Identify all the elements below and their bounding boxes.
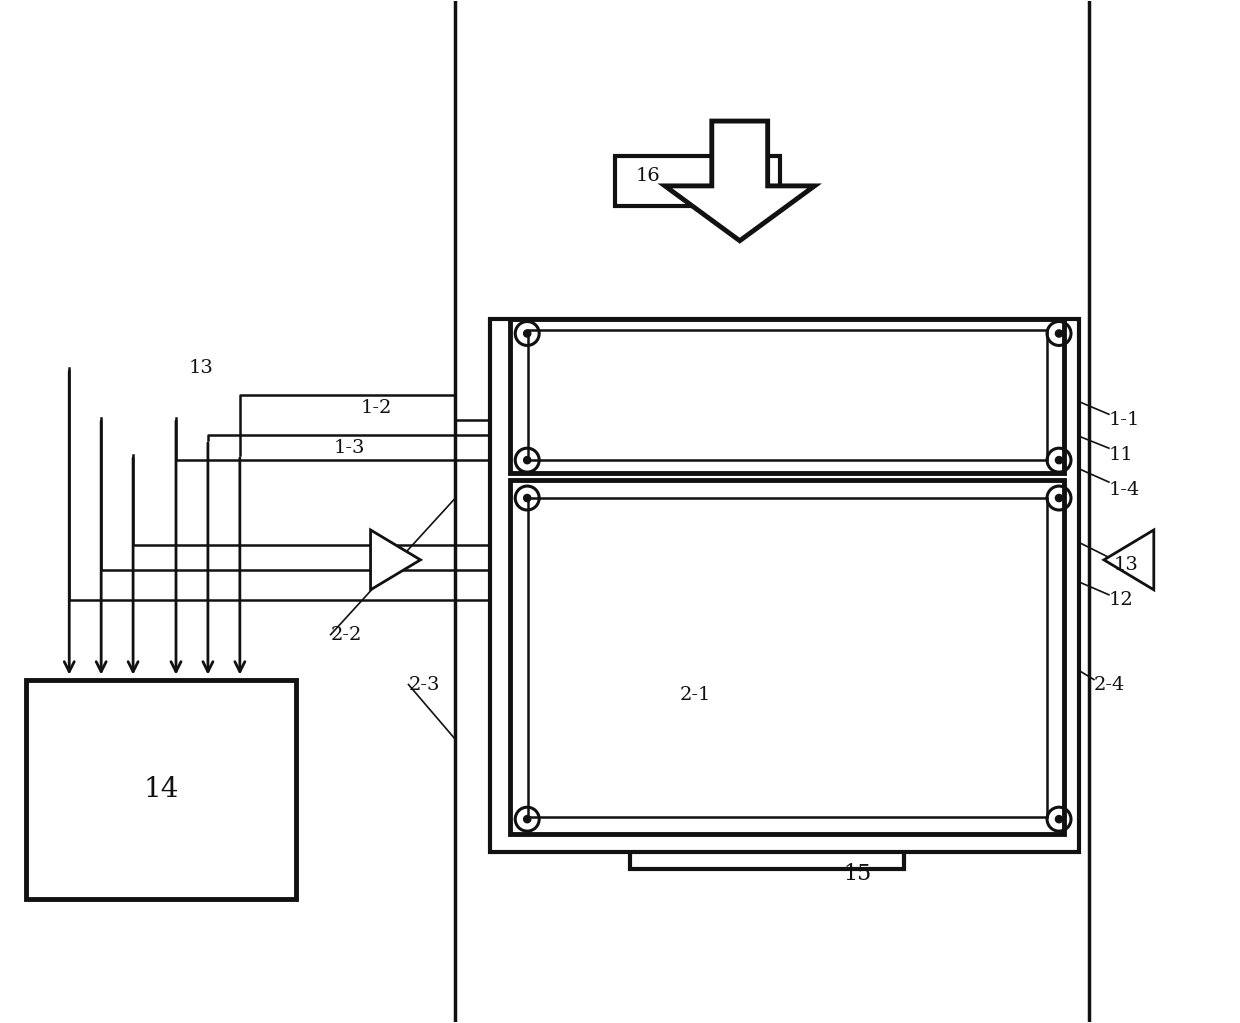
Polygon shape [665,121,815,240]
Text: 1-3: 1-3 [334,439,365,457]
Bar [510,318,1064,473]
Circle shape [1055,815,1063,822]
Text: 14: 14 [144,775,179,803]
Polygon shape [1104,530,1153,590]
Text: 1-1: 1-1 [1109,411,1141,430]
Text: 1-4: 1-4 [1109,481,1141,499]
Bar [510,480,1064,834]
Text: 2-2: 2-2 [331,626,362,643]
Text: 2-1: 2-1 [680,685,712,704]
Bar [490,318,1079,852]
Text: 1-2: 1-2 [361,399,392,417]
Text: 15: 15 [843,863,872,885]
Text: 2-4: 2-4 [1094,675,1126,694]
Bar [528,498,1047,817]
Bar [615,155,780,206]
Text: 16: 16 [636,167,661,185]
Circle shape [1055,329,1063,337]
Circle shape [1055,494,1063,501]
Text: 12: 12 [1109,590,1133,609]
Text: 2-3: 2-3 [408,675,440,694]
Circle shape [523,456,531,463]
Circle shape [1055,456,1063,463]
Text: 13: 13 [188,359,213,377]
Text: 13: 13 [1114,555,1138,574]
Bar [528,330,1047,460]
Circle shape [523,815,531,822]
Circle shape [523,494,531,501]
Polygon shape [371,530,420,590]
Bar [630,759,904,869]
Circle shape [523,329,531,337]
Bar [26,679,295,899]
Text: 11: 11 [1109,446,1133,464]
